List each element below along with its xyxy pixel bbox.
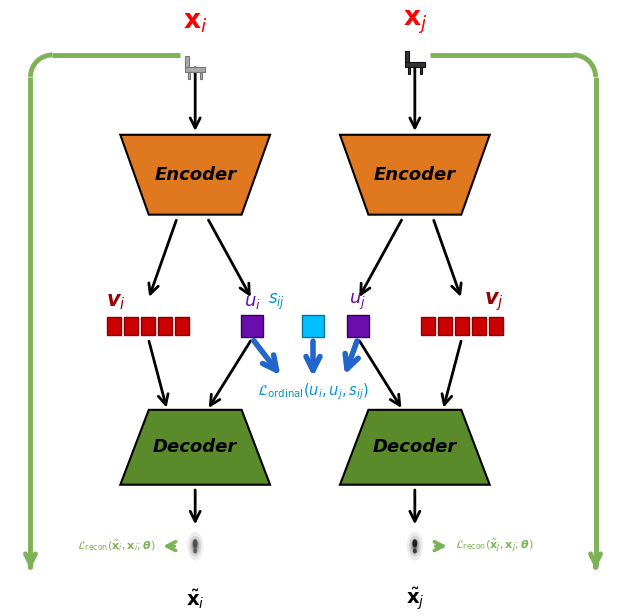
Text: Decoder: Decoder <box>153 438 237 456</box>
Bar <box>158 317 172 336</box>
Text: $\boldsymbol{v}_i$: $\boldsymbol{v}_i$ <box>106 291 126 312</box>
Ellipse shape <box>193 539 198 547</box>
Text: $\mathbf{x}_i$: $\mathbf{x}_i$ <box>183 9 207 35</box>
Bar <box>405 62 425 67</box>
Bar <box>489 317 503 336</box>
Bar <box>185 67 205 72</box>
Bar <box>421 317 435 336</box>
Ellipse shape <box>409 536 421 556</box>
Polygon shape <box>120 135 270 214</box>
Polygon shape <box>340 410 490 485</box>
Bar <box>125 317 138 336</box>
Bar <box>141 317 155 336</box>
Ellipse shape <box>412 541 418 551</box>
Ellipse shape <box>187 532 203 561</box>
Text: $\tilde{\mathbf{x}}_i$: $\tilde{\mathbf{x}}_i$ <box>186 587 205 610</box>
Text: $\mathcal{L}_{\mathrm{ordinal}}(u_i, u_j, s_{ij})$: $\mathcal{L}_{\mathrm{ordinal}}(u_i, u_j… <box>257 381 369 402</box>
Polygon shape <box>340 135 490 214</box>
Ellipse shape <box>407 532 423 561</box>
Text: $\mathcal{L}_{\mathrm{recon}}(\tilde{\mathbf{x}}_j, \mathbf{x}_j; \boldsymbol{\t: $\mathcal{L}_{\mathrm{recon}}(\tilde{\ma… <box>454 537 533 555</box>
Bar <box>347 315 369 338</box>
Text: $u_i$: $u_i$ <box>244 293 260 310</box>
Text: $\boldsymbol{v}_j$: $\boldsymbol{v}_j$ <box>484 290 504 313</box>
Text: $s_{ij}$: $s_{ij}$ <box>268 291 285 312</box>
Bar <box>438 317 452 336</box>
Ellipse shape <box>413 543 417 549</box>
Text: Encoder: Encoder <box>154 166 236 184</box>
Bar <box>472 317 486 336</box>
Bar <box>175 317 189 336</box>
Ellipse shape <box>193 549 197 554</box>
Ellipse shape <box>191 539 199 553</box>
Ellipse shape <box>411 539 419 553</box>
Bar <box>302 315 324 338</box>
Polygon shape <box>120 410 270 485</box>
Bar <box>200 72 202 79</box>
Bar <box>185 56 189 67</box>
Text: Encoder: Encoder <box>374 166 456 184</box>
Ellipse shape <box>193 543 197 549</box>
Ellipse shape <box>413 549 417 554</box>
Bar <box>408 67 410 74</box>
Bar <box>107 317 121 336</box>
Text: $\tilde{\mathbf{x}}_j$: $\tilde{\mathbf{x}}_j$ <box>406 586 424 612</box>
Bar <box>241 315 263 338</box>
Ellipse shape <box>189 536 201 556</box>
Text: $\mathbf{x}_j$: $\mathbf{x}_j$ <box>403 8 427 36</box>
Text: Decoder: Decoder <box>372 438 457 456</box>
Bar <box>405 51 409 62</box>
Bar <box>188 72 190 79</box>
Bar <box>420 67 422 74</box>
Ellipse shape <box>413 539 418 547</box>
Text: $\mathcal{L}_{\mathrm{recon}}(\tilde{\mathbf{x}}_i, \mathbf{x}_i; \boldsymbol{\t: $\mathcal{L}_{\mathrm{recon}}(\tilde{\ma… <box>76 539 155 554</box>
Ellipse shape <box>193 541 198 551</box>
Text: $u_j$: $u_j$ <box>349 291 366 312</box>
Bar <box>454 317 469 336</box>
